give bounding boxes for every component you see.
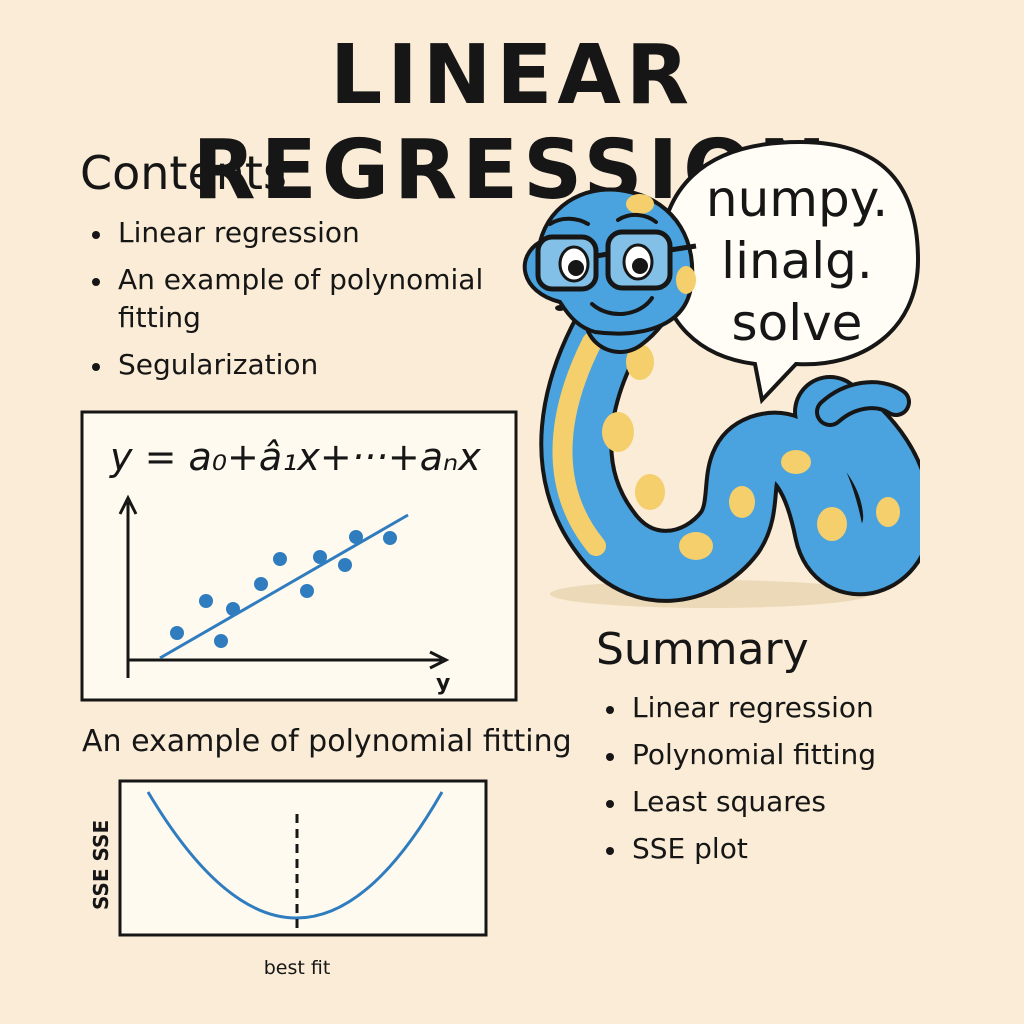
regression-panel: y = a₀+â₁x+···+aₙx y [80,410,518,702]
data-point [349,530,363,544]
snake-spot [876,497,900,527]
panel-frame [118,779,488,937]
speech-line: linalg. [721,232,873,290]
summary-item: Linear regression [606,688,876,728]
contents-item: Linear regression [92,214,492,252]
snake-spot [676,266,696,294]
best-fit-label: best fit [264,957,331,978]
contents-item: An example of polynomial fitting [92,261,492,337]
polynomial-heading: An example of polynomial fitting [82,724,572,759]
data-point [313,550,327,564]
regression-line [159,513,409,660]
snake-spot [729,486,755,518]
data-point [338,558,352,572]
snake-eyebrow [616,213,658,224]
snake-spot [626,194,654,214]
data-point [226,602,240,616]
contents-item: Segularization [92,346,492,384]
data-point [273,552,287,566]
glasses-bridge [595,251,609,259]
nostril [555,305,565,311]
y-axis-arrow [118,494,138,515]
snake-spot [781,450,811,474]
sse-panel: SSE SSE best fit [89,779,488,978]
speech-line: numpy. [705,170,889,228]
contents-heading: Contents [80,146,287,200]
snake-smile [590,296,654,317]
speech-line: solve [731,294,863,352]
data-point [170,626,184,640]
summary-heading: Summary [596,624,809,675]
data-point [214,634,228,648]
x-axis-label: y [436,671,450,696]
data-point [199,594,213,608]
summary-item: SSE plot [606,829,876,869]
summary-list: Linear regression Polynomial fitting Lea… [606,688,876,876]
glasses-arm [669,243,697,253]
snake-pupil [632,258,648,274]
speech-bubble-text: numpy. linalg. solve [672,168,922,354]
panel-frame [80,410,518,702]
snake-eyebrow [548,216,590,226]
snake-spot [635,474,665,510]
data-point [300,584,314,598]
snake-spot [602,412,634,452]
snake-spot [817,507,847,541]
sse-axis-label: SSE SSE [89,820,113,910]
data-point [383,531,397,545]
summary-item: Least squares [606,782,876,822]
summary-item: Polynomial fitting [606,735,876,775]
x-axis-arrow [429,650,450,670]
python-snake-illustration [522,139,920,608]
contents-list: Linear regression An example of polynomi… [92,214,492,393]
snake-spot [679,532,713,560]
snake-tail [819,384,907,423]
snake-belly [552,332,606,556]
snake-pupil [568,260,584,276]
speech-bubble [657,139,920,405]
snake-spot [626,344,654,380]
regression-formula: y = a₀+â₁x+···+aₙx [109,435,481,479]
sse-curve [146,791,444,920]
data-point [254,577,268,591]
